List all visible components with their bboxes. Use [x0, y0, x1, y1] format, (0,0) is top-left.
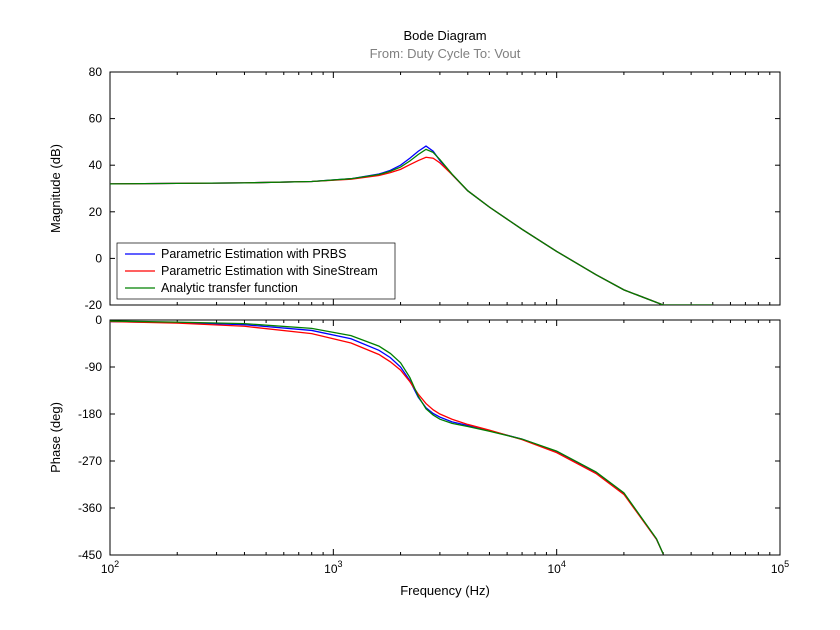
- phase-curve: [110, 322, 663, 554]
- mag-ytick-label: 60: [89, 112, 103, 126]
- phase-ytick-label: -180: [78, 407, 102, 421]
- chart-subtitle: From: Duty Cycle To: Vout: [370, 46, 521, 61]
- bode-svg: Bode Diagram From: Duty Cycle To: Vout -20…: [0, 0, 840, 630]
- x-tick-label: 105: [771, 559, 789, 576]
- magnitude-ylabel: Magnitude (dB): [48, 144, 63, 233]
- legend-label: Parametric Estimation with PRBS: [161, 247, 346, 261]
- phase-ytick-label: -90: [85, 360, 103, 374]
- mag-ytick-label: 80: [89, 65, 103, 79]
- x-tick-label: 104: [547, 559, 565, 576]
- mag-ytick-label: 20: [89, 205, 103, 219]
- phase-ytick-label: 0: [95, 313, 102, 327]
- mag-ytick-label: -20: [85, 298, 103, 312]
- phase-ylabel: Phase (deg): [48, 402, 63, 473]
- phase-axes: [110, 320, 780, 555]
- mag-ytick-label: 0: [95, 251, 102, 265]
- x-tick-label: 102: [101, 559, 119, 576]
- legend-label: Parametric Estimation with SineStream: [161, 264, 378, 278]
- phase-curve: [110, 322, 663, 554]
- chart-title: Bode Diagram: [403, 28, 486, 43]
- phase-ytick-label: -450: [78, 548, 102, 562]
- frequency-xlabel: Frequency (Hz): [400, 583, 490, 598]
- legend-label: Analytic transfer function: [161, 281, 298, 295]
- phase-ytick-label: -360: [78, 501, 102, 515]
- mag-ytick-label: 40: [89, 158, 103, 172]
- bode-diagram-figure: Bode Diagram From: Duty Cycle To: Vout -20…: [0, 0, 840, 630]
- x-tick-label: 103: [324, 559, 342, 576]
- phase-ytick-label: -270: [78, 454, 102, 468]
